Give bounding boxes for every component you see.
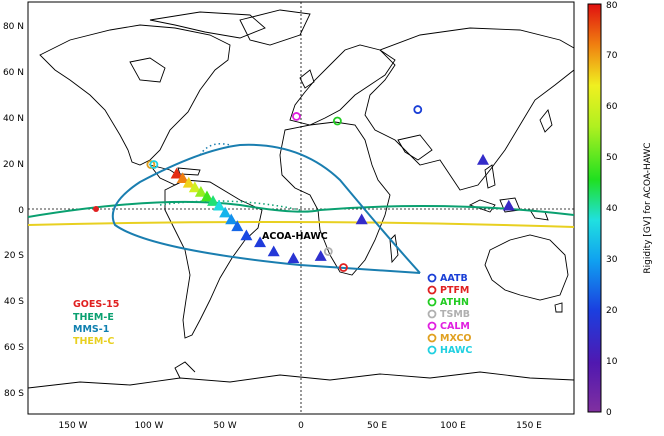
rigidity-marker bbox=[254, 236, 267, 248]
station-legend-item: ATHN bbox=[427, 297, 469, 308]
colorbar-tick-label: 20 bbox=[606, 306, 618, 316]
station-legend-label: MXCO bbox=[440, 333, 472, 344]
x-tick-label: 100 W bbox=[135, 421, 164, 431]
goes-15-footpoint bbox=[93, 206, 99, 212]
station-legend: AATB PTFM ATHN TSMB CALM MXCO bbox=[427, 273, 472, 356]
satellite-legend-label: MMS-1 bbox=[73, 324, 109, 335]
y-tick-label: 40 N bbox=[3, 114, 24, 124]
rigidity-marker bbox=[502, 199, 515, 211]
rigidity-marker bbox=[219, 206, 232, 218]
colorbar-tick-label: 40 bbox=[606, 204, 618, 214]
station-legend-label: HAWC bbox=[440, 345, 472, 356]
satellite-legend: GOES-15 THEM-E MMS-1 THEM-C bbox=[73, 299, 119, 347]
y-tick-label: 40 S bbox=[4, 297, 24, 307]
rigidity-marker bbox=[287, 252, 300, 264]
them-c-trace bbox=[28, 220, 574, 228]
rigidity-marker bbox=[176, 172, 189, 184]
rigidity-markers bbox=[170, 153, 515, 264]
mms-1-trace bbox=[111, 143, 421, 274]
station-markers bbox=[146, 105, 423, 272]
x-tick-label: 150 W bbox=[59, 421, 88, 431]
y-tick-label: 80 N bbox=[3, 22, 24, 32]
station-legend-item: AATB bbox=[427, 273, 468, 284]
colorbar-tick-label: 80 bbox=[606, 1, 618, 11]
y-axis: 80 N 60 N 40 N 20 N 0 20 S 40 S 60 S 80 … bbox=[3, 22, 24, 399]
colorbar-tick-label: 70 bbox=[606, 51, 618, 61]
rigidity-marker bbox=[188, 181, 201, 193]
x-axis: 150 W 100 W 50 W 0 50 E 100 E 150 E bbox=[59, 421, 543, 431]
station-legend-label: PTFM bbox=[440, 285, 469, 296]
rigidity-marker bbox=[267, 245, 280, 257]
x-tick-label: 0 bbox=[298, 421, 304, 431]
station-legend-item: HAWC bbox=[427, 345, 472, 356]
station-marker-mxco bbox=[146, 160, 156, 169]
colorbar-tick-label: 10 bbox=[606, 357, 618, 367]
map-plot-area: ACOA-HAWC AATB PTFM ATHN TSMB CALM bbox=[27, 1, 575, 415]
rigidity-marker bbox=[477, 153, 489, 165]
station-marker-calm bbox=[292, 112, 301, 121]
y-tick-label: 20 S bbox=[4, 251, 24, 261]
colorbar-tick-label: 50 bbox=[606, 153, 618, 163]
colorbar: 0 10 20 30 40 50 60 70 80 Rigidity [GV] … bbox=[587, 1, 653, 418]
station-marker-tsmb bbox=[323, 247, 333, 256]
station-legend-item: PTFM bbox=[427, 285, 469, 296]
station-legend-label: AATB bbox=[440, 273, 468, 284]
rigidity-marker bbox=[225, 213, 238, 225]
x-tick-label: 150 E bbox=[516, 421, 542, 431]
x-tick-label: 100 E bbox=[440, 421, 466, 431]
satellite-legend-label: GOES-15 bbox=[73, 299, 119, 310]
rigidity-marker bbox=[213, 199, 226, 211]
station-marker-athn bbox=[332, 116, 342, 126]
station-marker-ptfm bbox=[339, 263, 348, 272]
y-tick-label: 60 N bbox=[3, 68, 24, 78]
station-legend-label: CALM bbox=[440, 321, 470, 332]
satellite-legend-label: THEM-E bbox=[73, 312, 114, 323]
colorbar-tick-label: 0 bbox=[606, 408, 612, 418]
station-legend-label: TSMB bbox=[440, 309, 470, 320]
y-tick-label: 20 N bbox=[3, 160, 24, 170]
them-e-trace bbox=[28, 200, 574, 218]
coastlines bbox=[28, 9, 574, 389]
satellite-traces bbox=[28, 143, 574, 274]
y-tick-label: 80 S bbox=[4, 389, 24, 399]
rigidity-marker bbox=[231, 220, 244, 232]
satellite-legend-label: THEM-C bbox=[73, 336, 114, 347]
station-marker-aatb bbox=[413, 105, 423, 114]
rigidity-marker bbox=[194, 185, 207, 197]
x-tick-label: 50 E bbox=[367, 421, 387, 431]
colorbar-tick-label: 30 bbox=[606, 255, 618, 265]
station-legend-item: MXCO bbox=[427, 333, 472, 344]
rigidity-marker bbox=[314, 250, 327, 261]
rigidity-marker bbox=[355, 213, 368, 225]
x-tick-label: 50 W bbox=[213, 421, 236, 431]
station-legend-label: ATHN bbox=[440, 297, 469, 308]
rigidity-marker bbox=[200, 190, 213, 202]
station-legend-item: CALM bbox=[427, 321, 470, 332]
y-tick-label: 60 S bbox=[4, 343, 24, 353]
rigidity-marker bbox=[240, 229, 253, 241]
station-legend-item: TSMB bbox=[427, 309, 470, 320]
rigidity-marker bbox=[170, 167, 183, 179]
rigidity-marker bbox=[182, 176, 195, 188]
colorbar-tick-label: 60 bbox=[606, 102, 618, 112]
station-marker-hawc bbox=[149, 160, 159, 169]
rigidity-marker bbox=[207, 195, 220, 206]
acoa-hawc-annotation: ACOA-HAWC bbox=[262, 231, 328, 242]
colorbar-gradient bbox=[587, 3, 602, 413]
y-tick-label: 0 bbox=[18, 206, 24, 216]
colorbar-label: Rigidity [GV] for ACOA-HAWC bbox=[643, 142, 653, 273]
